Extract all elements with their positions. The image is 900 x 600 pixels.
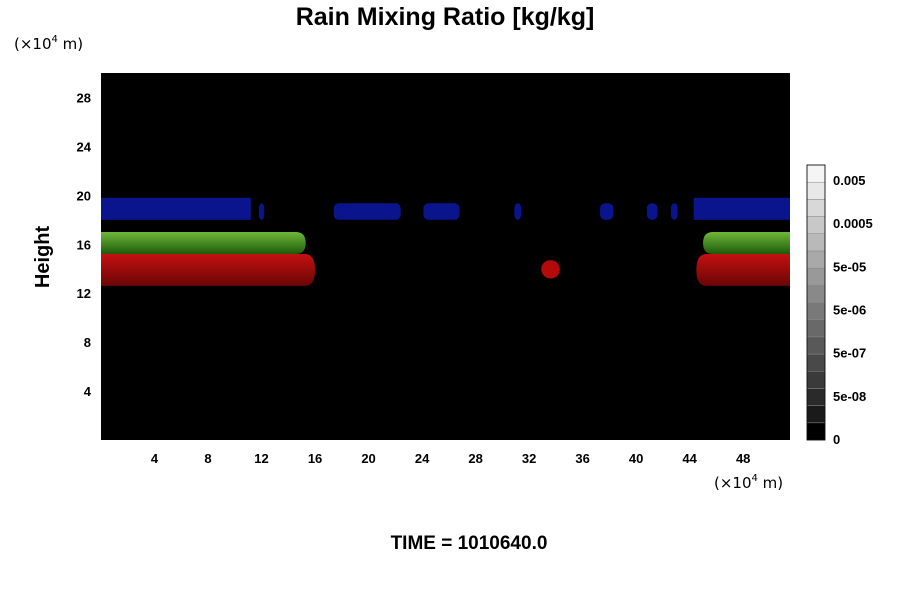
x-tick-label: 44 xyxy=(682,451,697,466)
y-tick-label: 28 xyxy=(77,90,91,105)
x-tick-label: 24 xyxy=(415,451,430,466)
colorbar-level xyxy=(806,422,826,441)
region-red-band-left xyxy=(101,254,316,286)
y-tick-label: 16 xyxy=(77,237,91,252)
colorbar-level xyxy=(806,353,826,372)
colorbar-level xyxy=(806,285,826,303)
colorbar-level xyxy=(806,267,826,286)
region-blue-band-segment xyxy=(646,203,658,220)
colorbar-level xyxy=(806,181,826,200)
x-unit-label: (×104 m) xyxy=(714,473,783,492)
x-tick-label: 32 xyxy=(522,451,536,466)
colorbar xyxy=(806,164,826,441)
region-green-band-right xyxy=(703,232,790,255)
y-axis-label: Height xyxy=(32,226,54,289)
x-scale-exponent: 4 xyxy=(752,473,758,484)
y-tick-label: 8 xyxy=(84,335,91,350)
colorbar-level xyxy=(806,405,826,424)
y-tick-label: 4 xyxy=(84,384,92,399)
x-unit: m xyxy=(763,474,778,492)
colorbar-level xyxy=(806,336,826,355)
colorbar-tick-label: 5e-07 xyxy=(833,346,866,361)
x-tick-label: 48 xyxy=(736,451,750,466)
x-tick-label: 12 xyxy=(254,451,268,466)
x-tick-label: 8 xyxy=(204,451,211,466)
colorbar-frame xyxy=(806,164,826,441)
y-tick-label: 24 xyxy=(77,139,92,154)
y-tick-label: 20 xyxy=(77,188,91,203)
region-blue-band-segment xyxy=(600,203,614,220)
colorbar-level xyxy=(806,371,826,389)
region-blue-band-segment xyxy=(514,203,522,220)
colorbar-tick-label: 0.005 xyxy=(833,173,866,188)
colorbar-tick-label: 5e-05 xyxy=(833,259,866,274)
y-tick-label: 12 xyxy=(77,286,91,301)
colorbar-tick-label: 5e-06 xyxy=(833,303,866,318)
x-tick-label: 16 xyxy=(308,451,322,466)
region-green-band-left xyxy=(101,232,306,255)
colorbar-tick-label: 5e-08 xyxy=(833,389,866,404)
colorbar-level xyxy=(806,250,826,269)
y-unit-label: (×104 m) xyxy=(14,34,83,53)
colorbar-level xyxy=(806,302,826,320)
x-tick-label: 36 xyxy=(575,451,589,466)
data-regions xyxy=(101,197,790,286)
chart-title: Rain Mixing Ratio [kg/kg] xyxy=(296,3,595,31)
region-blue-band-segment xyxy=(258,203,265,220)
x-tick-label: 40 xyxy=(629,451,643,466)
colorbar-level xyxy=(806,388,826,406)
x-scale-prefix: (×10 xyxy=(714,474,752,492)
y-scale-exponent: 4 xyxy=(52,34,58,45)
y-scale-prefix: (×10 xyxy=(14,35,52,53)
region-red-blob xyxy=(541,260,560,279)
region-blue-band-segment xyxy=(423,203,460,220)
colorbar-tick-labels: 0.005 0.0005 5e-05 5e-06 5e-07 5e-08 0 xyxy=(833,173,873,447)
x-tick-label: 28 xyxy=(468,451,482,466)
region-blue-band-segment xyxy=(693,197,790,220)
region-blue-band-segment xyxy=(333,203,401,220)
time-label: TIME = 1010640.0 xyxy=(391,533,548,554)
colorbar-level xyxy=(806,233,826,252)
colorbar-tick-label: 0.0005 xyxy=(833,216,873,231)
region-blue-band-segment xyxy=(101,197,251,220)
colorbar-level xyxy=(806,164,826,183)
y-tick-labels: 4 8 12 16 20 24 28 xyxy=(77,90,92,399)
colorbar-tick-label: 0 xyxy=(833,432,840,447)
x-tick-label: 20 xyxy=(361,451,375,466)
y-unit: m xyxy=(63,35,78,53)
colorbar-level xyxy=(806,216,826,234)
colorbar-level xyxy=(806,319,826,338)
region-red-band-right xyxy=(696,254,790,286)
colorbar-level xyxy=(806,199,826,217)
x-tick-labels: 4 8 12 16 20 24 28 32 36 40 44 48 xyxy=(151,451,751,466)
region-blue-band-segment xyxy=(670,203,678,220)
x-tick-label: 4 xyxy=(151,451,159,466)
